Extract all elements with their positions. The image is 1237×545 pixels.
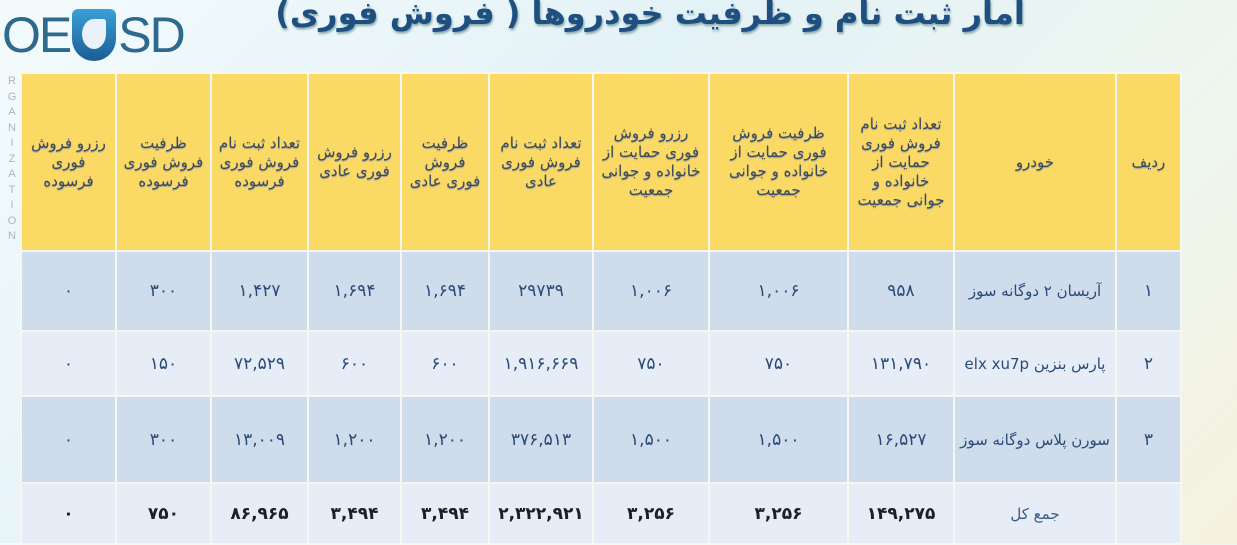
table-cell: ۷۵۰ bbox=[708, 330, 849, 397]
side-letter: T bbox=[8, 183, 16, 196]
table-cell: ۳ bbox=[1115, 395, 1182, 484]
total-cell: ۱۴۹,۲۷۵ bbox=[847, 482, 955, 545]
column-header: تعداد ثبت نام فروش فوری عادی bbox=[488, 72, 594, 252]
column-header: ظرفیت فروش فوری عادی bbox=[400, 72, 490, 252]
column-header: ظرفیت فروش فوری حمایت از خانواده و جوانی… bbox=[708, 72, 849, 252]
total-cell bbox=[1115, 482, 1182, 545]
side-letter: O bbox=[7, 214, 17, 227]
total-cell: ۲,۳۲۲,۹۲۱ bbox=[488, 482, 594, 545]
table-cell: ۱,۴۲۷ bbox=[210, 250, 309, 332]
table-cell: ۳۰۰ bbox=[115, 250, 212, 332]
table-cell: ۳۷۶,۵۱۳ bbox=[488, 395, 594, 484]
total-cell: ۰ bbox=[20, 482, 117, 545]
side-letter: Z bbox=[8, 152, 16, 165]
table-cell: ۱,۲۰۰ bbox=[400, 395, 490, 484]
table-cell: ۱,۰۰۶ bbox=[708, 250, 849, 332]
table-cell: ۲۹۷۳۹ bbox=[488, 250, 594, 332]
table-cell: ۱۶,۵۲۷ bbox=[847, 395, 955, 484]
table-cell: ۹۵۸ bbox=[847, 250, 955, 332]
total-row: جمع کل ۱۴۹,۲۷۵ ۳,۲۵۶ ۳,۲۵۶ ۲,۳۲۲,۹۲۱ ۳,۴۹۴ ۳,۴… bbox=[20, 482, 1182, 545]
table-cell: ۲ bbox=[1115, 330, 1182, 397]
logo-text-left: OE bbox=[2, 7, 72, 63]
column-header: ظرفیت فروش فوری فرسوده bbox=[115, 72, 212, 252]
table-row: ۱ آریسان ۲ دوگانه سوز ۹۵۸ ۱,۰۰۶ ۱,۰۰۶ ۲۹۷۳۹ ۱,… bbox=[20, 250, 1182, 332]
table-cell: ۰ bbox=[20, 330, 117, 397]
side-letter: N bbox=[8, 121, 16, 134]
table-cell: ۱,۰۰۶ bbox=[592, 250, 710, 332]
table-row: ۲ پارس بنزین elx xu7p ۱۳۱,۷۹۰ ۷۵۰ ۷۵۰ ۱,۹۱۶,۶… bbox=[20, 330, 1182, 397]
table-cell: ۰ bbox=[20, 395, 117, 484]
table-cell: ۱,۲۰۰ bbox=[307, 395, 402, 484]
side-letter: N bbox=[8, 230, 16, 242]
logo: OE SD bbox=[2, 4, 202, 66]
column-header: ردیف bbox=[1115, 72, 1182, 252]
table-cell: ۷۵۰ bbox=[592, 330, 710, 397]
total-cell: ۳,۴۹۴ bbox=[400, 482, 490, 545]
column-header: رزرو فروش فوری فرسوده bbox=[20, 72, 117, 252]
table-row: ۳ سورن پلاس دوگانه سوز ۱۶,۵۲۷ ۱,۵۰۰ ۱,۵۰۰ ۳۷۶… bbox=[20, 395, 1182, 484]
table-cell: ۱۳,۰۰۹ bbox=[210, 395, 309, 484]
column-header: خودرو bbox=[953, 72, 1117, 252]
table-cell: ۱,۵۰۰ bbox=[592, 395, 710, 484]
horse-shield-icon bbox=[72, 9, 117, 61]
table-cell: ۱۳۱,۷۹۰ bbox=[847, 330, 955, 397]
table-cell: ۶۰۰ bbox=[307, 330, 402, 397]
logo-text-right: SD bbox=[118, 7, 185, 63]
car-name-cell: پارس بنزین elx xu7p bbox=[953, 330, 1117, 397]
table-cell: ۱,۶۹۴ bbox=[400, 250, 490, 332]
table-cell: ۳۰۰ bbox=[115, 395, 212, 484]
registration-table: ردیف خودرو تعداد ثبت نام فروش فوری حمایت ا… bbox=[20, 72, 1182, 545]
column-header: تعداد ثبت نام فروش فوری حمایت از خانواده… bbox=[847, 72, 955, 252]
table-cell: ۱,۵۰۰ bbox=[708, 395, 849, 484]
car-name-cell: سورن پلاس دوگانه سوز bbox=[953, 395, 1117, 484]
total-label: جمع کل bbox=[953, 482, 1117, 545]
total-cell: ۳,۲۵۶ bbox=[592, 482, 710, 545]
side-letter: I bbox=[10, 137, 14, 149]
side-letter: A bbox=[8, 168, 16, 180]
table-cell: ۶۰۰ bbox=[400, 330, 490, 397]
table-cell: ۱,۶۹۴ bbox=[307, 250, 402, 332]
table-cell: ۱,۹۱۶,۶۶۹ bbox=[488, 330, 594, 397]
table-cell: ۷۲,۵۲۹ bbox=[210, 330, 309, 397]
total-cell: ۳,۴۹۴ bbox=[307, 482, 402, 545]
side-letter: G bbox=[7, 90, 17, 103]
column-header: رزرو فروش فوری حمایت از خانواده و جوانی … bbox=[592, 72, 710, 252]
page-title: آمار ثبت نام و ظرفیت خودروها ( فروش فوری… bbox=[275, 0, 1025, 32]
side-letter: R bbox=[8, 75, 16, 87]
column-header: رزرو فروش فوری عادی bbox=[307, 72, 402, 252]
header-row: ردیف خودرو تعداد ثبت نام فروش فوری حمایت ا… bbox=[20, 72, 1182, 252]
column-header: تعداد ثبت نام فروش فوری فرسوده bbox=[210, 72, 309, 252]
total-cell: ۷۵۰ bbox=[115, 482, 212, 545]
total-cell: ۸۶,۹۶۵ bbox=[210, 482, 309, 545]
side-letter: A bbox=[8, 106, 16, 118]
table-cell: ۱ bbox=[1115, 250, 1182, 332]
side-letter: I bbox=[10, 199, 14, 211]
total-cell: ۳,۲۵۶ bbox=[708, 482, 849, 545]
table-cell: ۱۵۰ bbox=[115, 330, 212, 397]
car-name-cell: آریسان ۲ دوگانه سوز bbox=[953, 250, 1117, 332]
table-cell: ۰ bbox=[20, 250, 117, 332]
